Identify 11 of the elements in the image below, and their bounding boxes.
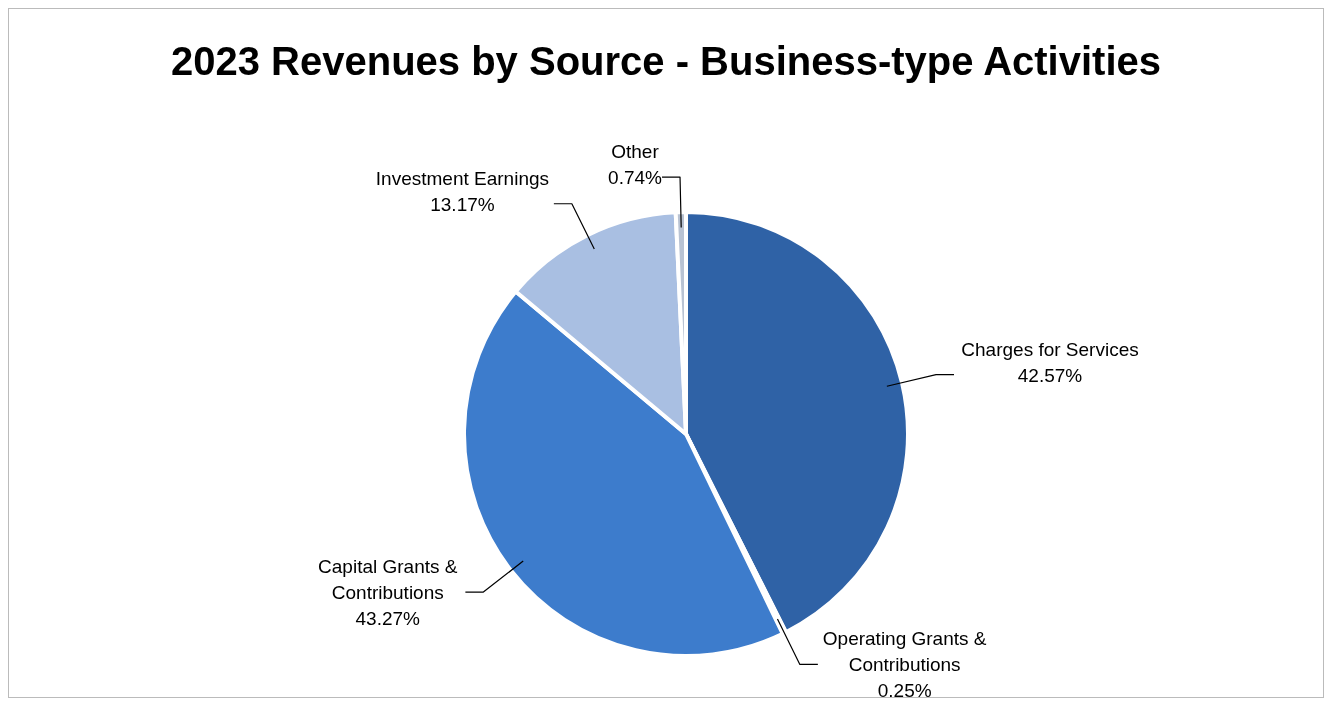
- slice-label: Operating Grants & Contributions: [822, 628, 987, 676]
- slice-label: Other: [611, 141, 660, 163]
- slice-label: Charges for Services: [961, 338, 1139, 360]
- data-label: 0.74%: [608, 167, 663, 189]
- slice-label: Investment Earnings: [375, 167, 550, 189]
- data-label: 42.57%: [1017, 364, 1083, 386]
- data-label: 0.25%: [877, 680, 932, 702]
- slice-label: Capital Grants & Contributions: [318, 556, 458, 604]
- chart-title: 2023 Revenues by Source - Business-type Activities: [169, 39, 1162, 84]
- data-label: 43.27%: [355, 608, 421, 630]
- data-label: 13.17%: [430, 193, 495, 215]
